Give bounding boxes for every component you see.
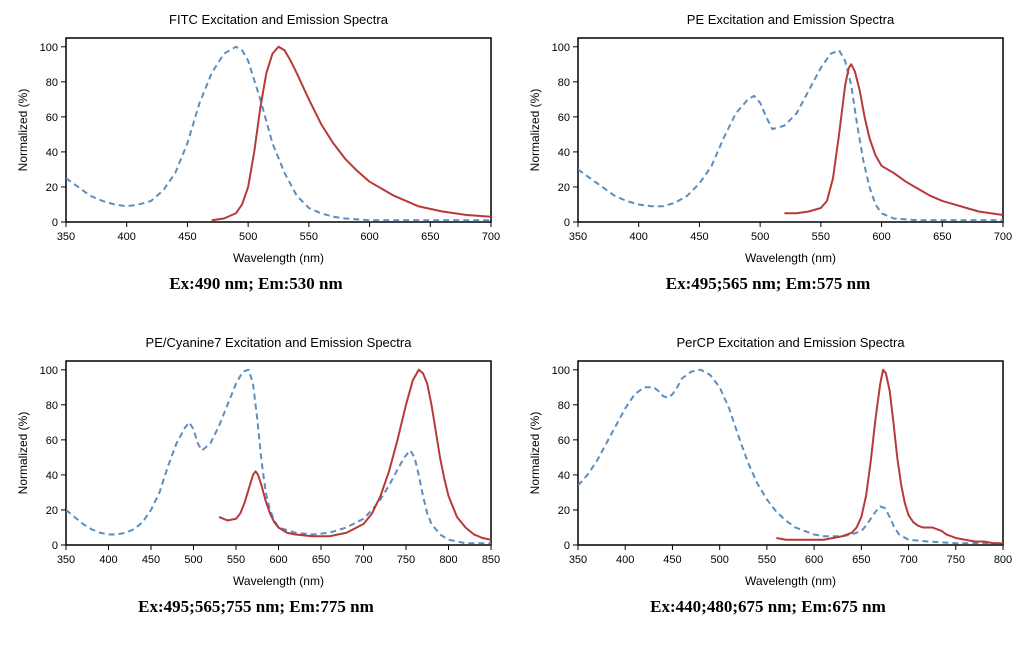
svg-text:650: 650	[852, 554, 870, 566]
caption-percp: Ex:440;480;675 nm; Em:675 nm	[650, 597, 886, 617]
svg-text:550: 550	[227, 554, 245, 566]
chart-pecy7: PE/Cyanine7 Excitation and Emission Spec…	[11, 333, 501, 593]
caption-pe: Ex:495;565 nm; Em:575 nm	[666, 274, 870, 294]
svg-text:PE/Cyanine7 Excitation and Emi: PE/Cyanine7 Excitation and Emission Spec…	[146, 335, 413, 350]
svg-text:550: 550	[300, 231, 318, 243]
svg-text:40: 40	[558, 470, 570, 482]
svg-text:500: 500	[184, 554, 202, 566]
svg-text:0: 0	[564, 217, 570, 229]
svg-text:600: 600	[872, 231, 890, 243]
svg-text:350: 350	[569, 231, 587, 243]
svg-text:40: 40	[558, 147, 570, 159]
svg-text:600: 600	[269, 554, 287, 566]
svg-text:0: 0	[52, 540, 58, 552]
svg-text:350: 350	[57, 554, 75, 566]
svg-text:700: 700	[354, 554, 372, 566]
caption-pecy7: Ex:495;565;755 nm; Em:775 nm	[138, 597, 374, 617]
svg-text:60: 60	[558, 112, 570, 124]
svg-text:750: 750	[947, 554, 965, 566]
svg-text:400: 400	[616, 554, 634, 566]
svg-text:500: 500	[751, 231, 769, 243]
svg-text:450: 450	[142, 554, 160, 566]
svg-text:60: 60	[558, 435, 570, 447]
svg-text:700: 700	[899, 554, 917, 566]
svg-text:550: 550	[812, 231, 830, 243]
svg-text:80: 80	[46, 77, 58, 89]
svg-text:400: 400	[99, 554, 117, 566]
svg-text:600: 600	[360, 231, 378, 243]
svg-text:0: 0	[52, 217, 58, 229]
svg-text:Wavelength (nm): Wavelength (nm)	[745, 251, 836, 265]
svg-text:80: 80	[46, 400, 58, 412]
svg-text:350: 350	[57, 231, 75, 243]
svg-text:100: 100	[40, 365, 58, 377]
svg-text:80: 80	[558, 400, 570, 412]
svg-text:450: 450	[663, 554, 681, 566]
svg-text:500: 500	[239, 231, 257, 243]
svg-text:800: 800	[994, 554, 1012, 566]
svg-text:80: 80	[558, 77, 570, 89]
svg-text:PerCP Excitation and Emission: PerCP Excitation and Emission Spectra	[676, 335, 905, 350]
panel-pe: PE Excitation and Emission Spectra 0 20 40 6…	[522, 10, 1014, 323]
svg-text:700: 700	[482, 231, 500, 243]
svg-text:Normalized (%): Normalized (%)	[16, 412, 30, 495]
panel-fitc: FITC Excitation and Emission Spectra 0 20 4…	[10, 10, 502, 323]
svg-text:Wavelength (nm): Wavelength (nm)	[233, 574, 324, 588]
svg-text:60: 60	[46, 112, 58, 124]
svg-text:20: 20	[46, 505, 58, 517]
svg-text:PE Excitation and Emission Spe: PE Excitation and Emission Spectra	[687, 12, 895, 27]
panel-percp: PerCP Excitation and Emission Spectra 0 20…	[522, 333, 1014, 646]
svg-text:750: 750	[397, 554, 415, 566]
svg-text:Normalized (%): Normalized (%)	[528, 89, 542, 172]
svg-text:450: 450	[178, 231, 196, 243]
svg-text:100: 100	[552, 365, 570, 377]
panel-pecy7: PE/Cyanine7 Excitation and Emission Spec…	[10, 333, 502, 646]
chart-fitc: FITC Excitation and Emission Spectra 0 20 4…	[11, 10, 501, 270]
svg-text:20: 20	[558, 182, 570, 194]
caption-fitc: Ex:490 nm; Em:530 nm	[169, 274, 342, 294]
svg-text:550: 550	[758, 554, 776, 566]
svg-text:100: 100	[40, 42, 58, 54]
svg-text:20: 20	[46, 182, 58, 194]
svg-text:FITC Excitation and Emission S: FITC Excitation and Emission Spectra	[169, 12, 389, 27]
chart-percp: PerCP Excitation and Emission Spectra 0 20…	[523, 333, 1013, 593]
svg-text:Wavelength (nm): Wavelength (nm)	[745, 574, 836, 588]
svg-text:60: 60	[46, 435, 58, 447]
svg-text:0: 0	[564, 540, 570, 552]
svg-text:400: 400	[630, 231, 648, 243]
svg-text:700: 700	[994, 231, 1012, 243]
svg-text:650: 650	[933, 231, 951, 243]
svg-text:400: 400	[118, 231, 136, 243]
chart-pe: PE Excitation and Emission Spectra 0 20 40 6…	[523, 10, 1013, 270]
svg-text:20: 20	[558, 505, 570, 517]
svg-text:40: 40	[46, 470, 58, 482]
svg-text:850: 850	[482, 554, 500, 566]
svg-text:650: 650	[312, 554, 330, 566]
svg-text:40: 40	[46, 147, 58, 159]
svg-text:350: 350	[569, 554, 587, 566]
svg-text:500: 500	[710, 554, 728, 566]
chart-grid: FITC Excitation and Emission Spectra 0 20 4…	[10, 10, 1014, 646]
svg-text:800: 800	[439, 554, 457, 566]
svg-text:Normalized (%): Normalized (%)	[528, 412, 542, 495]
svg-text:Wavelength (nm): Wavelength (nm)	[233, 251, 324, 265]
svg-text:600: 600	[805, 554, 823, 566]
svg-text:450: 450	[690, 231, 708, 243]
svg-text:650: 650	[421, 231, 439, 243]
svg-text:Normalized (%): Normalized (%)	[16, 89, 30, 172]
svg-text:100: 100	[552, 42, 570, 54]
